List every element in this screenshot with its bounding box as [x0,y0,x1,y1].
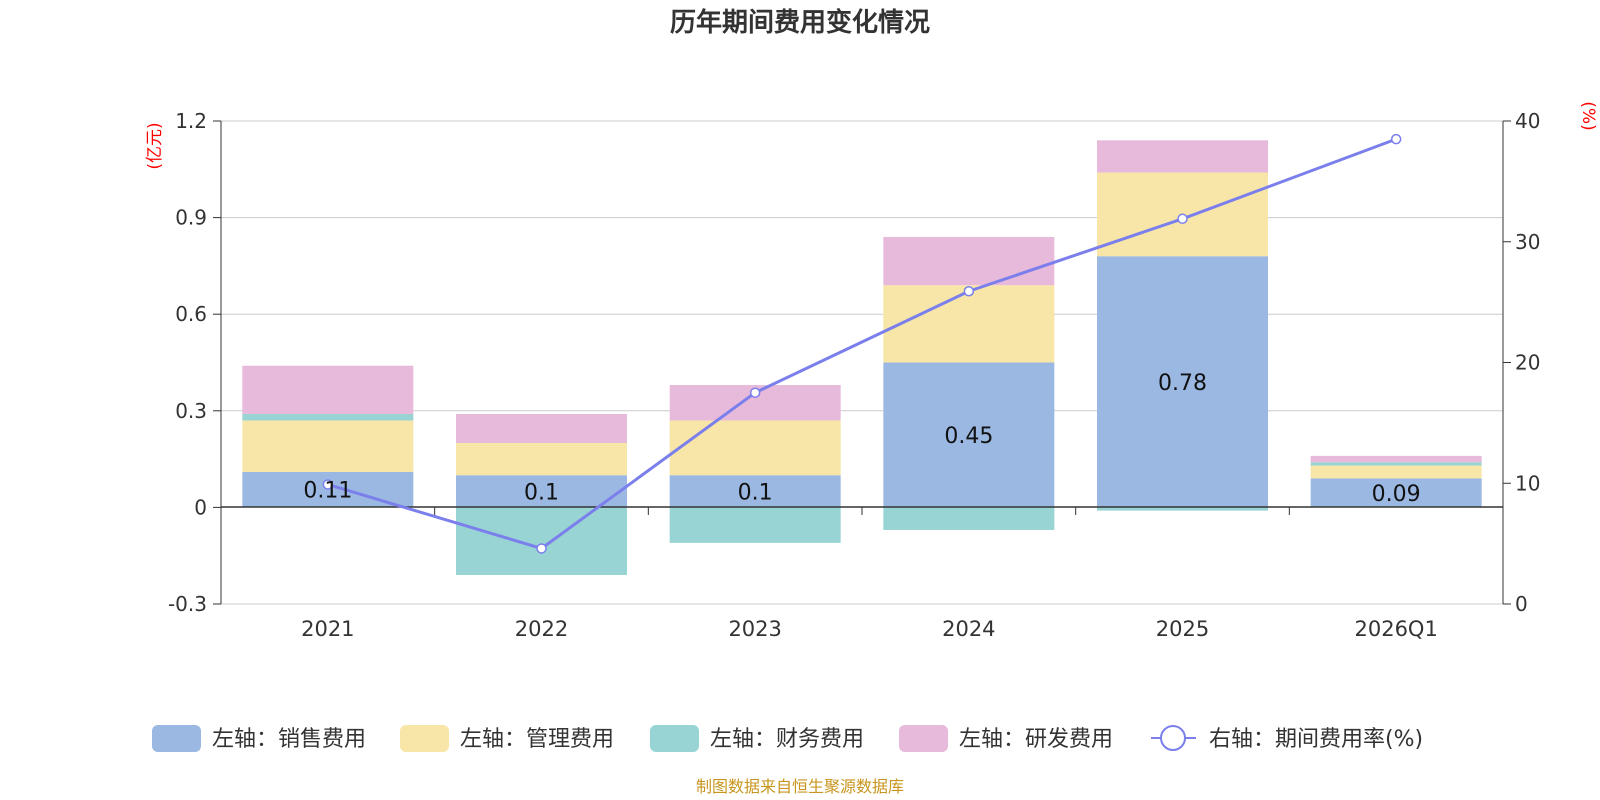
source-note: 制图数据来自恒生聚源数据库 [696,777,904,796]
bar-2025-s2 [1097,507,1268,511]
bar-label: 0.45 [944,424,993,449]
legend-label: 右轴：期间费用率(%) [1209,727,1423,752]
left-tick-label: 1.2 [175,109,207,133]
bar-2022-s0 [456,475,627,508]
legend-line-marker [1160,725,1186,751]
rate-point [536,543,547,554]
gridlines [221,120,1503,605]
rate-point [963,286,975,297]
left-tick-label: 0 [194,495,207,519]
bar-2026Q1-s1 [1310,465,1482,479]
rate-line [322,133,1402,554]
legend-label: 左轴：财务费用 [710,727,864,752]
bar-label: 0.1 [524,480,559,505]
bar-2024-s0 [883,362,1055,508]
left-tick-label: 0.3 [175,399,207,423]
x-tick-label: 2023 [728,617,781,641]
bar-2025-s3 [1097,140,1268,173]
x-tick-label: 2026Q1 [1354,617,1437,641]
x-tick-label: 2024 [942,617,995,641]
legend-label: 左轴：管理费用 [460,727,614,752]
right-tick-label: 20 [1515,351,1540,375]
right-tick-label: 30 [1515,230,1540,254]
x-tick-label: 2025 [1156,617,1209,641]
rate-line-path [327,137,1397,551]
bar-2022-s1 [456,443,627,476]
bar-2024-s2 [883,507,1055,530]
right-tick-label: 0 [1515,592,1528,616]
right-tick-label: 10 [1515,471,1540,495]
right-tick-label: 40 [1515,109,1540,133]
rate-point [1177,213,1188,225]
bar-2026Q1-s3 [1310,455,1482,463]
bars [242,140,1482,576]
legend-label: 左轴：销售费用 [212,727,366,752]
bar-label: 0.09 [1372,482,1421,507]
x-tick-label: 2022 [515,617,568,641]
bar-label: 0.78 [1158,371,1207,396]
x-tick-label: 2021 [301,617,354,641]
bar-2026Q1-s2 [1310,462,1482,466]
bar-2024-s1 [883,285,1055,363]
bar-2021-s1 [242,420,414,472]
rate-point [749,387,761,398]
rate-point [322,479,334,490]
left-tick-label: -0.3 [168,592,207,616]
bar-2024-s3 [883,236,1055,286]
bar-label: 0.1 [738,480,773,505]
rate-point [1390,133,1402,145]
bar-2023-s0 [669,475,841,508]
right-axis-unit: (%) [1578,101,1598,130]
legend-swatch [650,725,699,752]
bar-label: 0.11 [303,479,352,504]
left-tick-label: 0.9 [175,206,207,230]
bar-2023-s1 [669,420,841,476]
bar-labels: 0.11 0.1 0.1 0.45 0.78 0.09 [303,371,1420,507]
legend-label: 左轴：研发费用 [959,727,1113,752]
chart-title: 历年期间费用变化情况 [670,7,930,38]
left-tick-label: 0.6 [175,302,207,326]
legend: 左轴：销售费用 左轴：管理费用 左轴：财务费用 左轴：研发费用 右轴：期间费用率(%) [152,725,1423,752]
left-axis-unit: (亿元) [145,122,165,169]
bar-2021-s2 [242,414,414,421]
bar-2023-s2 [669,507,841,543]
bar-2026Q1-s0 [1310,478,1482,508]
axes: -0.3 0 0.3 0.6 0.9 1.2 0 10 20 30 40 2021 2022 2023 20… [168,109,1540,641]
bar-2022-s3 [456,414,627,443]
bar-2021-s3 [242,365,414,415]
bar-2025-s0 [1097,256,1268,508]
bar-2022-s2 [456,507,627,576]
legend-swatch [152,725,201,752]
legend-swatch [400,725,449,752]
legend-swatch [899,725,948,752]
